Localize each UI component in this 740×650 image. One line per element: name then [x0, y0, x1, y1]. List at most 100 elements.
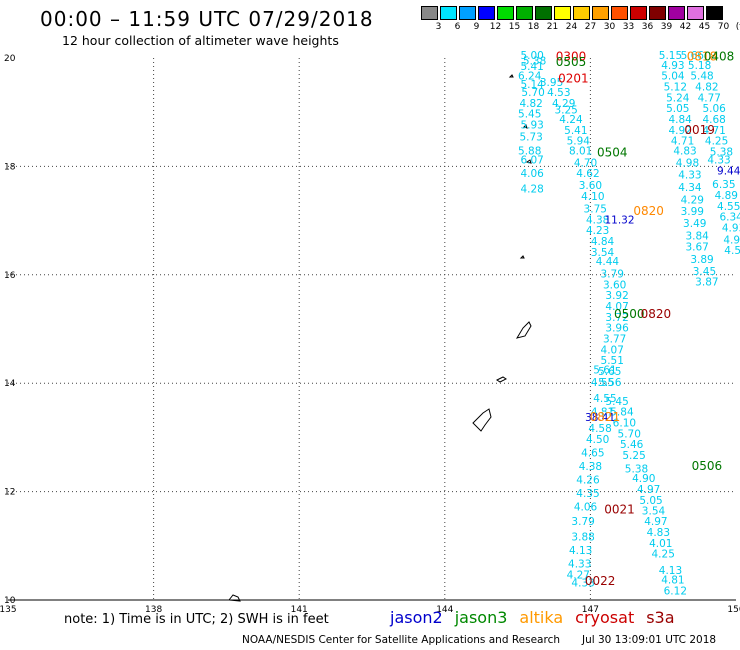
wave-height-value: 4.35: [576, 488, 599, 500]
wave-height-value: 4.38: [579, 461, 602, 473]
colorbar-swatch: [497, 6, 514, 20]
wave-height-value: 4.01: [649, 538, 672, 550]
wave-height-value: 5.12: [664, 82, 687, 94]
footer-note: note: 1) Time is in UTC; 2) SWH is in fe…: [64, 612, 329, 627]
colorbar-label: 15: [508, 22, 521, 32]
legend-jason3: jason3: [454, 608, 508, 627]
wave-height-value: 8.01: [569, 145, 592, 157]
wave-height-value: 4.07: [601, 344, 624, 356]
wave-height-value: 5.18: [688, 60, 711, 72]
wave-height-value: 4.55: [717, 201, 740, 213]
wave-height-value: 4.13: [569, 545, 592, 557]
pass-time-label: 0820: [641, 307, 672, 321]
wave-height-value: 4.10: [581, 191, 604, 203]
colorbar-label: 9: [473, 22, 480, 32]
wave-height-value: 3.87: [695, 277, 718, 289]
wave-height-value: 4.77: [698, 92, 721, 104]
wave-height-value: 4.25: [652, 549, 675, 561]
pass-time-label: 0201: [558, 71, 589, 85]
island-south: [228, 594, 241, 602]
wave-height-value: 4.33: [571, 577, 594, 589]
colorbar-swatch: [459, 6, 476, 20]
wave-height-value: 5.51: [601, 355, 624, 367]
colorbar-swatch: [440, 6, 457, 20]
wave-height-value: 5.48: [690, 71, 713, 83]
wave-height-value: 4.33: [678, 169, 701, 181]
x-tick-label: 138: [145, 605, 162, 615]
colorbar-swatch: [611, 6, 628, 20]
wave-height-value: 4.33: [707, 155, 730, 167]
x-tick-label: 141: [291, 605, 308, 615]
island-small: [519, 255, 525, 259]
colorbar-swatch: [706, 6, 723, 20]
wave-height-value: 5.94: [567, 136, 591, 148]
wave-height-value: 4.29: [681, 194, 704, 206]
island-rota: [496, 376, 507, 383]
pass-time-label: 0821: [590, 410, 621, 424]
wave-height-value: 4.28: [520, 183, 543, 195]
wave-height-value: 5.14: [520, 79, 544, 91]
pass-time-label: 0820: [633, 204, 664, 218]
island-north-3: [525, 159, 532, 164]
wave-height-value: 4.95: [723, 234, 740, 246]
pass-time-label: 0300: [556, 50, 587, 64]
wave-height-value: 5.84: [610, 407, 634, 419]
wave-height-value: 5.93: [520, 119, 543, 131]
wave-height-value: 5.45: [605, 396, 628, 408]
wave-height-value: 6.24: [518, 71, 542, 83]
y-tick-label: 10: [4, 596, 16, 606]
wave-height-value: 4.89: [715, 190, 738, 202]
colorbar-swatch: [516, 6, 533, 20]
colorbar-swatch: [478, 6, 495, 20]
wave-height-value: 3.88: [571, 531, 594, 543]
wave-height-value: 4.93: [661, 60, 684, 72]
wave-height-value: 5.25: [622, 450, 645, 462]
pass-time-label: 0019: [684, 123, 715, 137]
colorbar-label: 36: [641, 22, 654, 32]
wave-height-value: 5.41: [564, 125, 587, 137]
wave-height-value: 4.23: [586, 225, 609, 237]
wave-height-value: 6.12: [664, 586, 687, 598]
wave-height-value: 4.84: [668, 114, 692, 126]
legend-cryosat: cryosat: [575, 608, 635, 627]
colorbar-swatch: [573, 6, 590, 20]
colorbar-label: 6: [454, 22, 461, 32]
wave-height-value: 5.73: [519, 131, 542, 143]
wave-height-value: 9.44: [717, 166, 740, 178]
wave-height-value: 4.53: [547, 87, 570, 99]
wave-height-value: 5.15: [659, 50, 682, 62]
wave-height-value: 4.92: [668, 125, 691, 137]
credit-line: NOAA/NESDIS Center for Satellite Applica…: [242, 634, 560, 646]
pass-time-label: 0505: [556, 55, 587, 69]
satellite-legend: jason2 jason3 altika cryosat s3a: [390, 608, 687, 627]
pass-time-label: 0021: [604, 502, 635, 516]
wave-height-value: 3.96: [605, 323, 629, 335]
wave-height-value: 5.38: [710, 147, 733, 159]
colorbar-label: 33: [622, 22, 635, 32]
wave-height-value: 4.25: [705, 136, 728, 148]
wave-height-value: 4.58: [588, 423, 611, 435]
wave-height-value: 4.06: [574, 502, 598, 514]
y-tick-label: 16: [4, 271, 16, 281]
wave-height-value: 5.41: [520, 61, 543, 73]
wave-height-value: 3.95: [540, 77, 563, 89]
wave-height-value: 3.77: [603, 334, 626, 346]
wave-height-value: 5.70: [521, 87, 544, 99]
wave-height-value: 5.45: [518, 109, 541, 121]
wave-height-value: 5.04: [661, 71, 685, 83]
colorbar-label: 30: [603, 22, 616, 32]
wave-height-value: 5.38: [625, 464, 648, 476]
colorbar-swatch: [592, 6, 609, 20]
pass-time-label: 0500: [614, 307, 645, 321]
wave-height-value: 4.29: [552, 98, 575, 110]
wave-height-value: 5.46: [620, 439, 644, 451]
wave-height-value: 4.97: [644, 516, 667, 528]
pass-time-label: 0022: [585, 574, 616, 588]
wave-height-value: 4.71: [671, 136, 694, 148]
colorbar-label: 24: [565, 22, 578, 32]
colorbar-swatch: [421, 6, 438, 20]
wave-height-value: 38.41: [585, 412, 615, 424]
wave-height-value: 4.68: [702, 114, 725, 126]
wave-height-value: 4.70: [574, 157, 597, 169]
generated-timestamp: Jul 30 13:09:01 UTC 2018: [582, 634, 717, 646]
